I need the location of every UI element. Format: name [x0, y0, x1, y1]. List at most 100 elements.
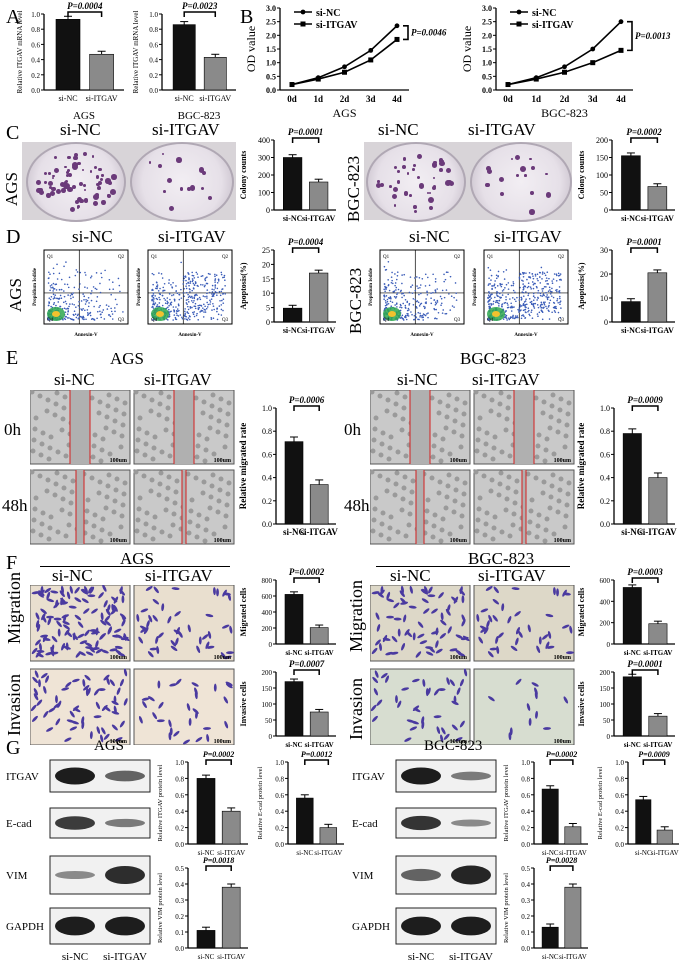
event-dot: [183, 275, 185, 278]
event-dot: [538, 271, 541, 274]
event-dot: [187, 301, 190, 303]
event-dot: [214, 278, 217, 280]
cell-texture: [203, 527, 209, 533]
event-dot: [505, 283, 508, 286]
event-dot: [385, 304, 388, 306]
event-dot: [202, 316, 205, 318]
event-dot: [63, 317, 66, 320]
colony-dot: [429, 200, 432, 203]
cell-texture: [104, 494, 110, 500]
cell-texture: [431, 443, 437, 449]
event-dot: [417, 318, 419, 321]
event-dot: [426, 293, 429, 296]
cell-texture: [535, 523, 541, 529]
event-dot: [98, 306, 100, 308]
cell-texture: [68, 500, 74, 506]
stained-cell: [421, 598, 429, 604]
event-dot: [390, 276, 393, 278]
event-dot: [152, 292, 155, 294]
event-dot: [512, 281, 515, 283]
event-dot: [434, 289, 437, 292]
stained-cell: [451, 700, 459, 706]
event-dot: [532, 277, 535, 280]
event-dot: [186, 305, 189, 308]
event-dot: [106, 308, 109, 310]
cell-texture: [556, 418, 562, 424]
cell-texture: [201, 399, 207, 405]
event-dot: [194, 281, 197, 283]
stained-cell: [489, 647, 498, 651]
y-tick-label: 0.3: [175, 897, 184, 905]
event-dot: [214, 287, 217, 289]
event-dot: [77, 313, 79, 316]
panel-letter-f: F: [6, 552, 18, 574]
colony-dot: [545, 172, 548, 176]
y-tick-label: 0.5: [266, 72, 276, 81]
x-tick-label: si-NC: [621, 527, 643, 537]
cell-texture: [204, 516, 210, 522]
e-right-header-siitgav: si-ITGAV: [472, 370, 540, 389]
bar-si-itgav: [89, 53, 114, 91]
event-dot: [63, 265, 65, 268]
event-dot: [396, 293, 398, 296]
event-dot: [197, 285, 199, 287]
cell-texture: [100, 516, 106, 522]
cell-texture: [157, 481, 163, 487]
event-dot: [184, 275, 187, 277]
event-dot: [177, 304, 180, 307]
event-dot: [530, 311, 533, 313]
event-dot: [84, 286, 86, 288]
cell-texture: [400, 496, 406, 502]
x-tick-label: si-ITGAV: [314, 849, 342, 857]
event-dot: [399, 290, 402, 293]
event-dot: [52, 293, 55, 296]
f-left-header-sinc: si-NC: [52, 566, 93, 585]
event-dot: [50, 284, 53, 286]
event-dot: [50, 305, 52, 308]
event-dot: [191, 271, 193, 274]
protein-band: [401, 767, 441, 785]
cell-texture: [156, 412, 162, 418]
g-left-cell: AGS: [94, 738, 125, 754]
cell-texture: [89, 395, 95, 401]
event-dot: [405, 318, 408, 321]
cell-texture: [482, 452, 488, 458]
y-tick-label: 0: [269, 641, 273, 649]
event-dot: [536, 273, 539, 276]
event-dot: [488, 303, 490, 305]
significance-bracket: [304, 759, 330, 765]
cell-texture: [207, 505, 213, 511]
cell-texture: [45, 397, 51, 403]
event-dot: [523, 272, 525, 274]
stained-cell: [371, 647, 378, 655]
event-dot: [58, 272, 61, 275]
y-tick-label: 0.6: [600, 450, 610, 459]
point-si-itgav: [368, 57, 374, 63]
stained-cell: [492, 598, 500, 605]
colony-dot: [431, 161, 438, 168]
event-dot: [184, 318, 186, 320]
event-dot: [543, 303, 546, 306]
event-dot: [522, 304, 525, 307]
x-tick-label: si-ITGAV: [559, 953, 587, 961]
event-dot: [534, 302, 537, 305]
cell-texture: [436, 410, 442, 416]
event-dot: [392, 282, 394, 285]
scale-bar-label: 100um: [554, 538, 571, 544]
event-dot: [445, 271, 448, 274]
cell-texture: [475, 437, 481, 443]
event-dot: [188, 278, 190, 281]
cell-texture: [111, 509, 117, 515]
event-dot: [537, 279, 539, 282]
event-dot: [524, 308, 527, 311]
event-dot: [67, 286, 70, 289]
event-dot: [448, 293, 450, 295]
event-dot: [186, 311, 189, 313]
stained-cell: [119, 613, 127, 620]
cell-texture: [166, 474, 172, 480]
event-dot: [422, 319, 424, 321]
bar-si-itgav: [221, 810, 241, 845]
event-dot: [168, 282, 170, 284]
y-tick-label: 0.8: [149, 26, 158, 34]
event-dot: [383, 295, 386, 298]
